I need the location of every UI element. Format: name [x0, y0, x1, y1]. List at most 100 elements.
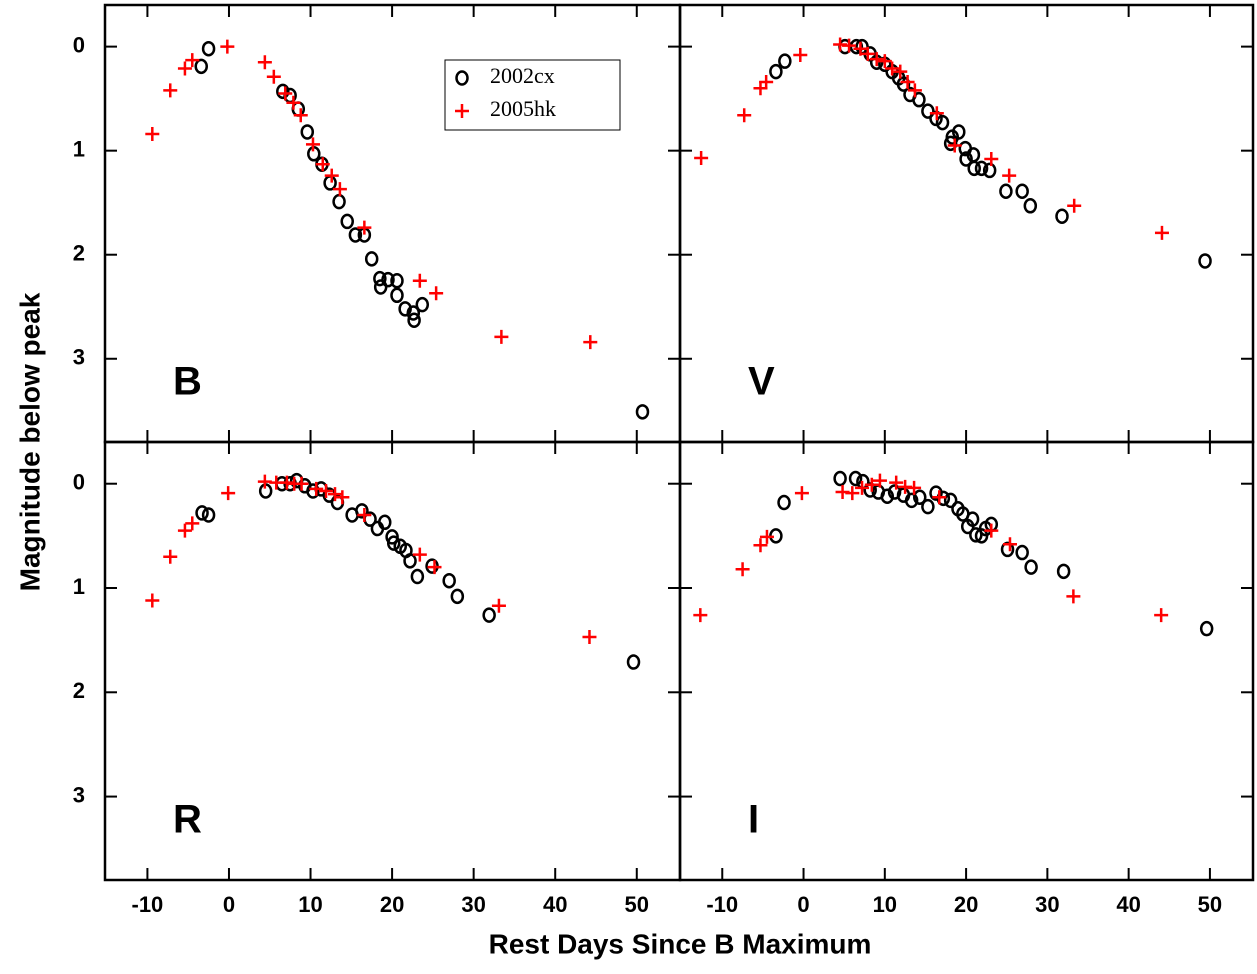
- y-tick-label: 1: [73, 574, 85, 599]
- x-tick-label: 0: [223, 892, 235, 917]
- data-point: [965, 511, 980, 527]
- legend-marker: [455, 70, 469, 86]
- data-point: [869, 52, 884, 67]
- data-point: [195, 505, 209, 521]
- y-tick-label: 0: [73, 32, 85, 57]
- data-point: [912, 91, 926, 108]
- data-point: [324, 168, 339, 183]
- data-point: [848, 470, 863, 487]
- data-point: [293, 108, 308, 123]
- data-point: [378, 514, 392, 531]
- data-point: [759, 529, 774, 544]
- x-tick-label: -10: [706, 892, 738, 917]
- data-point: [853, 41, 868, 56]
- data-point: [943, 492, 958, 509]
- x-tick-label: -10: [132, 892, 164, 917]
- data-point: [833, 470, 847, 487]
- data-point: [845, 486, 860, 501]
- data-point: [929, 106, 944, 121]
- data-point: [778, 53, 792, 69]
- data-point: [319, 484, 334, 499]
- data-point: [872, 473, 887, 488]
- data-point: [877, 54, 892, 69]
- data-point: [348, 227, 363, 243]
- data-point: [335, 490, 350, 505]
- panel-label: V: [748, 360, 775, 404]
- data-point: [494, 329, 509, 344]
- data-point: [278, 86, 293, 101]
- data-point: [794, 486, 809, 501]
- data-point: [185, 516, 200, 531]
- data-point: [177, 61, 192, 76]
- data-point: [357, 508, 372, 522]
- data-point: [357, 220, 372, 235]
- data-point: [907, 480, 922, 495]
- data-point: [967, 160, 981, 177]
- y-axis-title: Magnitude below peak: [14, 292, 45, 591]
- data-point: [412, 547, 427, 562]
- data-point: [777, 494, 791, 511]
- data-point: [860, 46, 875, 61]
- data-point: [885, 61, 900, 76]
- data-point: [921, 103, 935, 119]
- data-point: [769, 63, 783, 80]
- data-point: [889, 475, 904, 490]
- data-point: [863, 482, 877, 498]
- data-point: [221, 486, 236, 501]
- data-point: [386, 535, 401, 551]
- data-point: [410, 568, 425, 585]
- data-point: [194, 58, 208, 75]
- data-point: [982, 162, 997, 179]
- data-point: [482, 607, 496, 623]
- data-point: [635, 404, 650, 420]
- data-point: [442, 572, 456, 589]
- data-point: [793, 47, 808, 62]
- data-point: [315, 157, 330, 172]
- data-point: [1015, 183, 1029, 199]
- data-point: [984, 151, 999, 166]
- data-point: [999, 183, 1013, 199]
- y-tick-label: 3: [73, 782, 85, 807]
- data-point: [407, 312, 421, 329]
- data-point: [1154, 225, 1169, 240]
- data-point: [220, 39, 235, 54]
- data-point: [332, 193, 346, 210]
- data-point: [163, 549, 178, 564]
- data-point: [864, 477, 879, 492]
- x-tick-label: 10: [873, 892, 897, 917]
- x-tick-label: 40: [543, 892, 567, 917]
- x-tick-label: 50: [1198, 892, 1222, 917]
- data-point: [305, 137, 320, 152]
- data-point: [185, 53, 200, 68]
- legend-label: 2005hk: [490, 96, 556, 121]
- data-point: [974, 160, 989, 177]
- data-point: [694, 150, 709, 165]
- data-point: [450, 588, 465, 605]
- data-point: [276, 83, 290, 100]
- data-point: [257, 55, 272, 70]
- panel-label: R: [173, 798, 202, 842]
- data-point: [921, 498, 935, 515]
- data-point: [332, 182, 347, 197]
- data-point: [880, 488, 895, 504]
- data-point: [406, 305, 421, 321]
- legend-label: 2002cx: [490, 63, 555, 88]
- data-point: [1002, 537, 1017, 552]
- x-tick-label: 30: [461, 892, 485, 917]
- data-point: [904, 492, 919, 509]
- data-point: [1024, 559, 1038, 575]
- data-point: [952, 124, 966, 140]
- data-point: [415, 296, 430, 313]
- data-point: [390, 287, 404, 304]
- data-point: [693, 608, 708, 623]
- y-tick-label: 2: [73, 241, 85, 266]
- y-tick-label: 2: [73, 678, 85, 703]
- x-tick-label: 50: [625, 892, 649, 917]
- data-point: [390, 272, 404, 289]
- data-point: [1023, 198, 1038, 214]
- data-point: [855, 480, 870, 495]
- data-point: [300, 124, 315, 140]
- data-point: [1015, 544, 1029, 561]
- x-tick-label: 20: [954, 892, 978, 917]
